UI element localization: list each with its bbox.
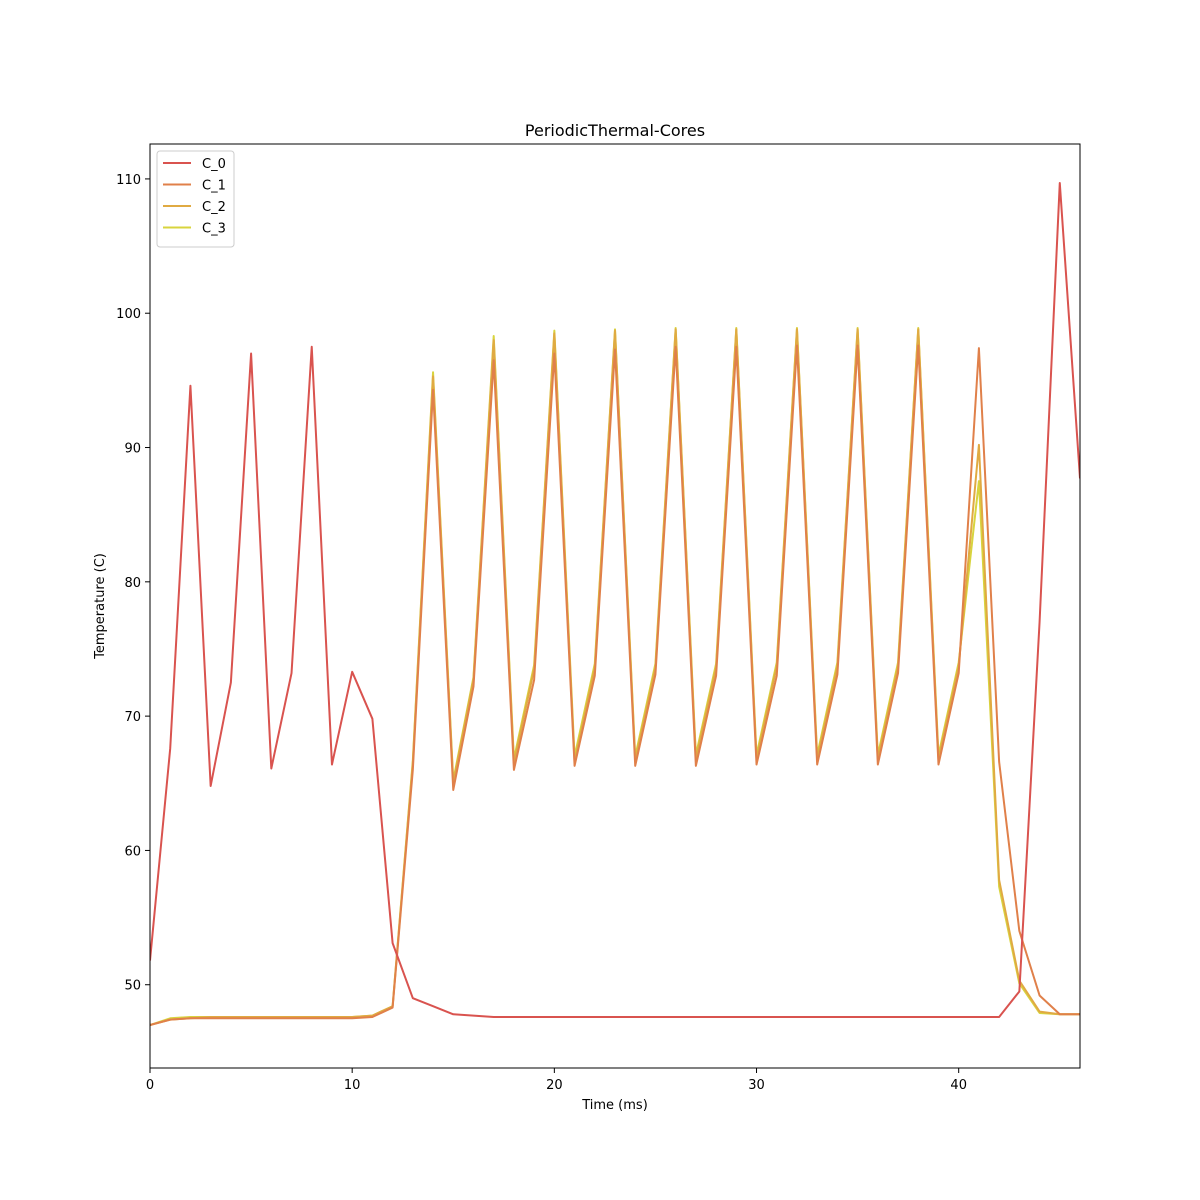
legend-label: C_2 (202, 200, 226, 215)
x-tick-label: 20 (546, 1078, 563, 1093)
series-layer (150, 181, 1080, 1026)
plot-frame (149, 143, 1081, 1069)
legend-label: C_3 (202, 222, 226, 237)
y-tick-label: 90 (124, 442, 141, 457)
legend-label: C_0 (202, 157, 226, 172)
chart-title: PeriodicThermal-Cores (525, 121, 705, 140)
y-tick-label: 110 (116, 173, 141, 188)
x-axis: 0 10 20 30 40 (146, 1068, 967, 1093)
y-tick-label: 80 (124, 576, 141, 591)
x-tick-label: 40 (950, 1078, 967, 1093)
legend: C_0 C_1 C_2 C_3 (156, 150, 235, 248)
y-axis: 50 60 70 80 90 100 110 (116, 173, 150, 994)
series-line-c-1 (150, 344, 1080, 1026)
legend-label: C_1 (202, 179, 226, 194)
y-tick-label: 60 (124, 844, 141, 859)
x-tick-label: 30 (748, 1078, 765, 1093)
x-axis-label: Time (ms) (581, 1098, 648, 1113)
series-line-c-0 (150, 181, 1080, 1018)
y-tick-label: 70 (124, 710, 141, 725)
y-tick-label: 50 (124, 979, 141, 994)
x-tick-label: 10 (344, 1078, 361, 1093)
y-axis-label: Temperature (C) (93, 553, 108, 660)
y-tick-label: 100 (116, 307, 141, 322)
legend-frame (156, 150, 235, 248)
x-tick-label: 0 (146, 1078, 154, 1093)
